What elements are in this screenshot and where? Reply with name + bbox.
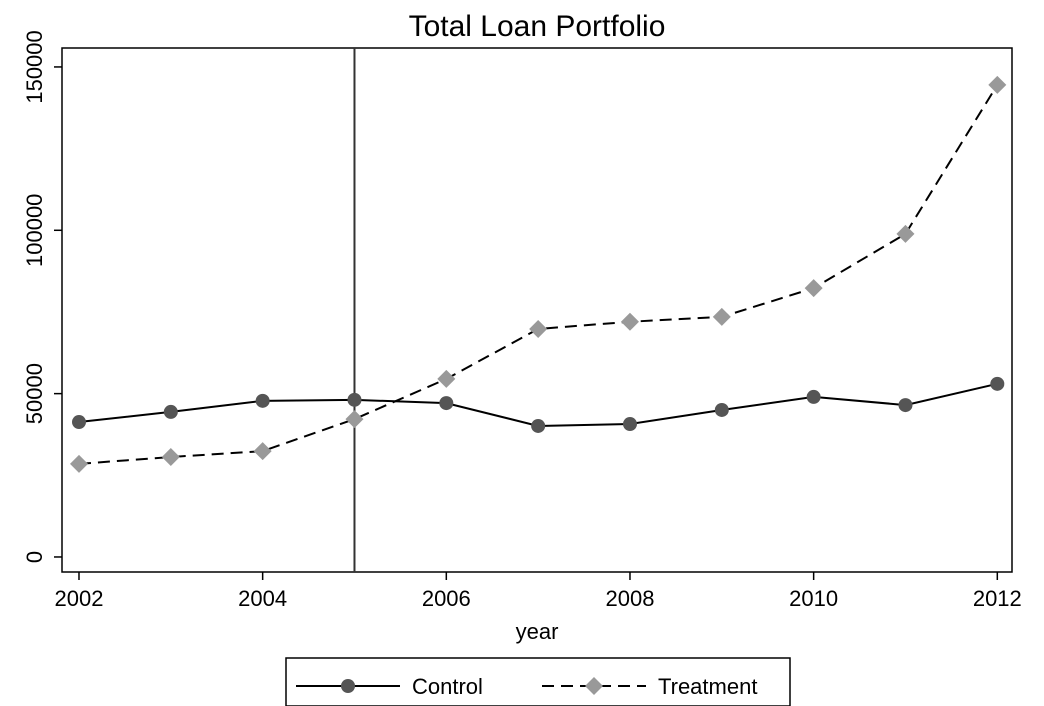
- x-tick-label: 2012: [973, 586, 1022, 611]
- data-point: [71, 415, 86, 430]
- chart-title: Total Loan Portfolio: [409, 10, 666, 43]
- data-point: [347, 392, 362, 407]
- plot-frame: [61, 47, 1013, 573]
- y-tick-label: 0: [22, 551, 47, 563]
- x-tick-label: 2010: [789, 586, 838, 611]
- data-point: [896, 224, 915, 243]
- data-point: [898, 398, 913, 413]
- data-point: [806, 389, 821, 404]
- data-point: [622, 417, 637, 432]
- legend-marker: [341, 679, 355, 693]
- data-point: [439, 396, 454, 411]
- x-tick-label: 2008: [606, 586, 655, 611]
- data-point: [437, 369, 456, 388]
- legend-marker: [585, 677, 603, 695]
- data-point: [804, 279, 823, 298]
- x-tick-label: 2004: [238, 586, 287, 611]
- data-point: [714, 402, 729, 417]
- y-tick-label: 50000: [22, 363, 47, 424]
- data-point: [531, 418, 546, 433]
- data-point: [255, 393, 270, 408]
- data-point: [712, 307, 731, 326]
- data-point: [345, 410, 364, 429]
- legend-box: [285, 657, 791, 706]
- legend-label: Treatment: [658, 674, 757, 699]
- x-tick-label: 2002: [55, 586, 104, 611]
- data-point: [69, 454, 88, 473]
- x-axis-label: year: [516, 619, 559, 644]
- data-point: [620, 312, 639, 331]
- data-point: [529, 319, 548, 338]
- data-point: [990, 376, 1005, 391]
- y-tick-label: 100000: [22, 194, 47, 267]
- data-point: [163, 404, 178, 419]
- x-tick-label: 2006: [422, 586, 471, 611]
- y-tick-label: 150000: [22, 30, 47, 103]
- legend-label: Control: [412, 674, 483, 699]
- data-point: [988, 75, 1007, 94]
- data-point: [161, 448, 180, 467]
- data-point: [253, 442, 272, 461]
